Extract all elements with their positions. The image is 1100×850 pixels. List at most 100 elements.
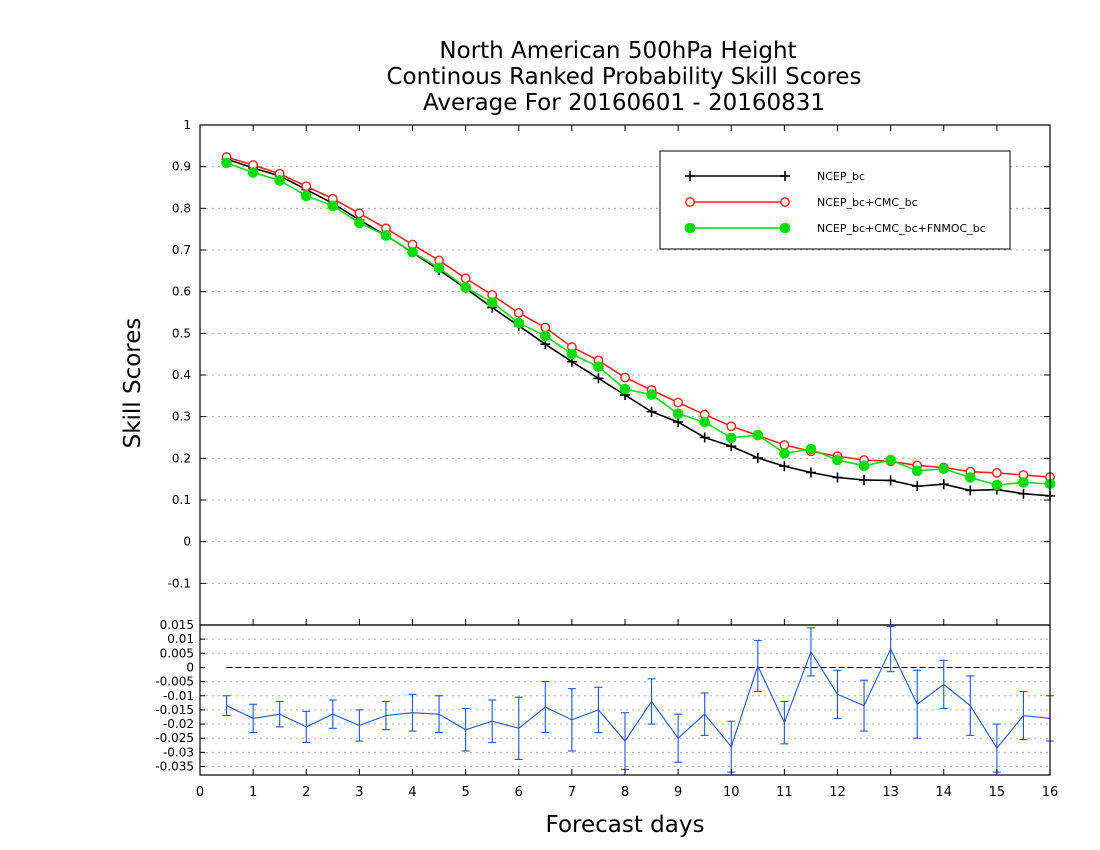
x-tick-label: 6 <box>515 785 523 800</box>
data-point <box>327 200 339 212</box>
title-line-3: Average For 20160601 - 20160831 <box>423 90 825 116</box>
error-bar <box>1019 690 1028 741</box>
data-point <box>274 175 285 186</box>
x-tick-label: 12 <box>829 785 846 800</box>
y-axis-label: Skill Scores <box>120 318 146 449</box>
main-y-tick-label: 1 <box>183 118 191 132</box>
x-tick-label: 16 <box>1042 785 1059 800</box>
difference-gridlines <box>200 624 1050 768</box>
data-point <box>832 472 843 483</box>
data-point <box>247 167 259 178</box>
data-point <box>965 485 976 496</box>
data-point <box>858 460 870 472</box>
error-bar <box>913 669 922 739</box>
data-point <box>486 297 498 308</box>
x-tick-label: 8 <box>621 785 629 800</box>
main-y-tick-label: 0 <box>183 535 191 549</box>
legend-box <box>659 150 1011 250</box>
x-tick-label: 9 <box>674 785 682 800</box>
x-tick-label: 15 <box>989 785 1006 800</box>
error-bar <box>381 700 390 731</box>
error-bar <box>674 713 683 763</box>
series-3 <box>221 157 1056 491</box>
data-point <box>460 273 471 284</box>
data-point <box>1018 477 1029 488</box>
main-y-tick-label: 0.9 <box>172 160 191 174</box>
error-bar <box>860 679 869 732</box>
x-axis-ticks: 0 1 2 3 4 5 6 7 8 9 10 11 12 13 14 15 16 <box>196 125 1058 800</box>
x-tick-label: 5 <box>461 785 469 800</box>
main-y-tick-label: 0.6 <box>172 285 191 299</box>
data-point <box>965 472 976 483</box>
error-bar <box>753 640 762 693</box>
legend-entry: NCEP_bc+CMC_bc+FNMOC_bc <box>684 222 986 235</box>
data-point <box>566 348 578 360</box>
difference-line <box>226 647 1051 750</box>
data-point <box>354 217 365 229</box>
difference-series-layer <box>222 625 1054 773</box>
data-point <box>859 475 870 485</box>
main-y-tick-label: 0.8 <box>172 201 191 215</box>
data-point <box>673 397 684 408</box>
data-point <box>779 440 790 450</box>
data-point <box>938 463 950 475</box>
main-y-tick-label: -0.1 <box>168 576 191 590</box>
x-tick-label: 1 <box>249 785 257 800</box>
error-bar <box>727 720 736 773</box>
data-point <box>726 421 737 432</box>
error-bar <box>488 699 497 744</box>
main-series-layer <box>221 152 1056 501</box>
error-bar <box>886 625 895 673</box>
data-point <box>699 432 710 443</box>
x-tick-label: 13 <box>882 785 899 800</box>
data-point <box>646 406 657 417</box>
error-bar <box>222 695 231 717</box>
data-point <box>593 373 604 384</box>
x-tick-label: 10 <box>723 785 740 800</box>
data-point <box>805 467 816 478</box>
legend-entry: NCEP_bc <box>685 170 865 183</box>
error-bar <box>992 723 1001 773</box>
data-point <box>779 461 790 472</box>
error-bar <box>408 693 417 732</box>
data-point <box>938 479 949 490</box>
title-line-2: Continous Ranked Probability Skill Score… <box>386 64 861 90</box>
error-bar <box>833 669 842 719</box>
x-tick-label: 11 <box>776 785 793 800</box>
error-bar <box>780 700 789 745</box>
x-tick-label: 3 <box>355 785 363 800</box>
main-y-tick-label: 0.2 <box>172 451 191 465</box>
data-point <box>619 383 631 395</box>
data-point <box>991 479 1003 491</box>
difference-y-tick-label: -0.015 <box>155 703 194 717</box>
difference-y-tick-label: -0.005 <box>155 675 194 689</box>
data-point <box>885 454 896 466</box>
difference-y-tick-label: -0.03 <box>163 745 194 759</box>
difference-y-tick-label: 0.005 <box>160 646 194 660</box>
main-y-tick-label: 0.3 <box>172 410 191 424</box>
error-bar <box>435 695 444 734</box>
data-point <box>354 208 365 219</box>
data-point <box>752 452 763 463</box>
title-line-1: North American 500hPa Height <box>439 38 796 64</box>
data-point <box>540 322 551 333</box>
error-bar <box>647 678 656 725</box>
error-bar <box>700 692 709 736</box>
main-y-tick-label: 0.4 <box>172 368 191 382</box>
data-point <box>885 475 896 486</box>
legend-label: NCEP_bc <box>817 170 865 183</box>
chart-title: North American 500hPa Height Continous R… <box>386 38 861 116</box>
data-point <box>300 190 312 202</box>
data-point <box>380 230 392 241</box>
data-point <box>620 372 630 383</box>
error-bar <box>302 710 311 744</box>
data-point <box>646 389 657 400</box>
data-point <box>911 465 923 477</box>
data-point <box>805 443 817 455</box>
difference-y-tick-label: -0.025 <box>155 731 194 745</box>
data-point <box>672 408 684 420</box>
data-point <box>991 468 1002 478</box>
error-bar <box>621 712 629 770</box>
x-tick-label: 4 <box>408 785 416 800</box>
